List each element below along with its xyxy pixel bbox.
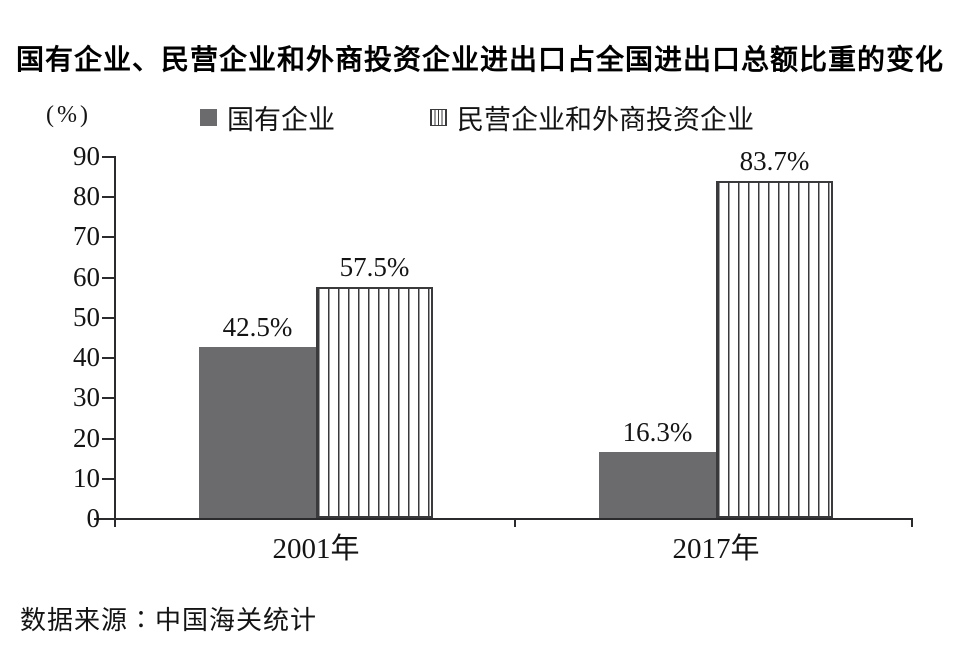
chart-title: 国有企业、民营企业和外商投资企业进出口占全国进出口总额比重的变化: [15, 44, 944, 75]
legend-swatch-striped: [430, 109, 447, 126]
y-axis-line: [114, 156, 116, 527]
bar-solid: [599, 452, 716, 518]
y-axis-tick: [102, 316, 114, 319]
bar-striped: [316, 286, 433, 518]
y-tick-label: 0: [86, 503, 101, 533]
y-axis-tick: [102, 236, 114, 239]
bar-striped: [716, 181, 833, 518]
y-tick-label: 70: [73, 221, 100, 252]
x-category-label: 2017年: [672, 533, 760, 565]
y-axis-tick: [102, 437, 114, 440]
bar-value-label: 57.5%: [339, 251, 410, 282]
y-tick-label: 30: [73, 382, 100, 413]
x-axis-tick: [911, 518, 913, 527]
y-tick-label: 20: [73, 422, 100, 453]
y-axis-tick: [102, 397, 114, 400]
y-axis-tick: [102, 196, 114, 199]
x-category-label: 2001年: [272, 533, 360, 565]
y-tick-label: 90: [73, 141, 100, 171]
legend-item-state-owned: 国有企业: [200, 98, 335, 137]
bar-value-label: 83.7%: [739, 146, 810, 177]
legend-label-state-owned: 国有企业: [227, 105, 335, 135]
y-axis-tick: [102, 276, 114, 279]
y-axis-tick: [102, 357, 114, 360]
x-axis-tick: [514, 518, 516, 527]
legend-label-private-foreign: 民营企业和外商投资企业: [457, 105, 754, 135]
legend-item-private-foreign: 民营企业和外商投资企业: [430, 98, 754, 137]
y-tick-label: 60: [73, 261, 100, 292]
y-tick-label: 50: [73, 301, 100, 332]
source-note: 数据来源∶中国海关统计: [20, 606, 318, 635]
y-tick-label: 10: [73, 462, 100, 493]
y-axis-unit-label: (%): [46, 102, 91, 128]
legend-swatch-solid: [200, 109, 217, 126]
y-tick-label: 80: [73, 181, 100, 212]
bar-solid: [199, 347, 316, 518]
bar-value-label: 42.5%: [222, 312, 293, 343]
y-axis-tick: [102, 156, 114, 158]
x-axis-line: [114, 518, 913, 520]
y-axis-tick: [102, 477, 114, 480]
y-axis-tick: [94, 518, 114, 520]
bar-value-label: 16.3%: [622, 417, 693, 448]
y-tick-label: 40: [73, 342, 100, 373]
